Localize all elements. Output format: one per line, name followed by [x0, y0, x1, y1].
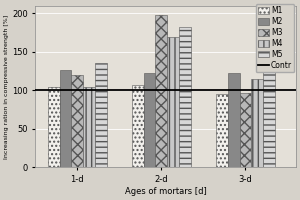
Bar [83, 87, 95, 167]
Y-axis label: Increasing ration in compressive strength [%]: Increasing ration in compressive strengt… [4, 14, 9, 159]
Bar [263, 71, 275, 167]
Bar [155, 15, 167, 167]
X-axis label: Ages of mortars [d]: Ages of mortars [d] [125, 187, 206, 196]
Bar [48, 87, 60, 167]
Bar [179, 27, 191, 167]
Bar [60, 70, 71, 167]
Bar [95, 63, 107, 167]
Bar [216, 94, 228, 167]
Bar [144, 73, 155, 167]
Legend: M1, M2, M3, M4, M5, Contr: M1, M2, M3, M4, M5, Contr [256, 4, 294, 72]
Bar [167, 37, 179, 167]
Bar [251, 79, 263, 167]
Bar [71, 75, 83, 167]
Bar [132, 85, 144, 167]
Bar [228, 73, 239, 167]
Bar [239, 93, 251, 167]
